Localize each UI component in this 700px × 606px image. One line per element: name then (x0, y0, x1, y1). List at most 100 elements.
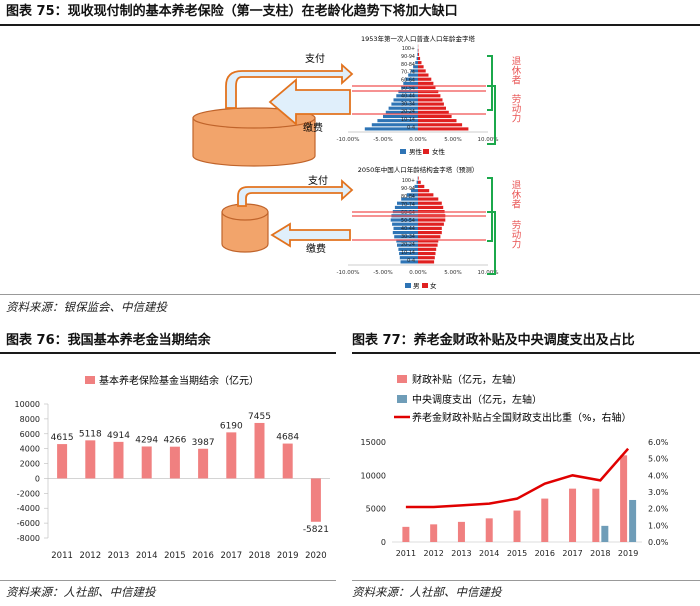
pyramid-female-bar (418, 222, 444, 226)
fig77-bar-subsidy (620, 455, 628, 542)
fig76-x-tick: 2018 (249, 551, 271, 561)
fig76-x-tick: 2014 (136, 551, 158, 561)
fig75-bottom-rule (0, 294, 700, 295)
pyramid-male-bar (405, 77, 418, 81)
pyramid-male-bar (403, 81, 418, 85)
fig76-title: 图表 76：我国基本养老金当期结余 (6, 333, 211, 348)
pyramid-age-label: 20-24 (401, 242, 415, 248)
fig77-bar-subsidy (485, 518, 493, 542)
contrib-label-bottom: 缴费 (306, 242, 326, 255)
pyramid-age-label: 100+ (402, 178, 415, 184)
pyramid-male-bar (411, 189, 418, 193)
fig77-y-left-tick: 5000 (366, 505, 386, 514)
legend-female-swatch (422, 283, 428, 288)
pyramid-x-tick: -10.00% (337, 270, 360, 276)
fig77-y-left-tick: 10000 (361, 471, 386, 480)
fig76-bar (226, 432, 237, 479)
pyramid-female-bar (418, 256, 435, 260)
pyramid-age-label: 80-84 (401, 194, 415, 200)
pyramid-male-bar (414, 184, 418, 189)
pyramid-age-label: 40-44 (401, 226, 415, 232)
fig77-bar-subsidy (541, 498, 549, 542)
fig76-bar (282, 443, 293, 479)
pyramid-male-bar (413, 65, 418, 69)
pyramid-male-bar (398, 247, 418, 251)
pyramid-x-tick: -10.00% (337, 137, 360, 143)
fig76-bottom-rule (0, 580, 336, 581)
pyramid-male-bar (401, 85, 418, 90)
pyramid-x-tick: -5.00% (373, 137, 392, 143)
fig77-x-tick: 2016 (535, 549, 555, 558)
fig77-x-tick: 2019 (618, 549, 638, 558)
fig77-x-tick: 2012 (423, 549, 443, 558)
pyramid-male-bar (406, 193, 418, 197)
pyramid-male-bar (399, 251, 418, 256)
pyramid-female-bar (418, 90, 439, 94)
fig76-y-tick: 0 (35, 474, 40, 483)
pyramid-age-label: 50-54 (401, 85, 415, 91)
pyramid-age-label: 30-34 (401, 101, 415, 107)
pyramid-age-label: 20-24 (401, 109, 415, 115)
pyramid-age-label: 90-94 (401, 186, 415, 192)
pyramid1-title: 1953年第一次人口普查人口年龄金字塔 (361, 34, 476, 43)
fig76-bar (141, 446, 152, 479)
fig77-x-tick: 2015 (507, 549, 527, 558)
fig76-legend: 基本养老保险基金当期结余（亿元） (99, 374, 259, 387)
pyramid-female-bar (418, 106, 446, 110)
fig76-data-label: 4615 (51, 433, 74, 443)
pyramid-female-bar (418, 114, 452, 119)
pyramid-female-bar (418, 235, 441, 239)
pyramid-female-bar (418, 61, 422, 65)
pyramid-age-label: 90-94 (401, 54, 415, 60)
fig77-bar-subsidy (513, 510, 521, 542)
labor-label-top: 劳动力 (510, 93, 522, 123)
fig76-source: 资料来源：人社部、中信建投 (6, 585, 156, 599)
fig76-y-tick: 4000 (20, 445, 40, 454)
pyramid-female-bar (418, 110, 449, 114)
pyramid-male-bar (397, 201, 418, 205)
fig76-y-tick: 2000 (20, 460, 40, 469)
fig77-bar-central (601, 525, 609, 542)
contrib-label-top: 缴费 (303, 121, 323, 134)
fig76-bar (169, 446, 180, 479)
fig76-data-label: 6190 (220, 421, 243, 431)
fig76-bar (310, 478, 321, 522)
fig77-y-right-tick: 1.0% (648, 521, 669, 530)
fig76-y-tick: -6000 (17, 519, 40, 528)
pyramid-male-bar (390, 218, 418, 222)
fig76-x-tick: 2011 (51, 551, 73, 561)
fig76-data-label: 4914 (107, 431, 130, 441)
pyramid-male-bar (392, 222, 418, 226)
pyramid-female-bar (418, 85, 436, 90)
fig76-bar (198, 448, 209, 479)
pyramid-male-bar (415, 61, 418, 65)
pyramid-age-label: 10-14 (401, 250, 415, 256)
pyramid-male-bar (416, 56, 418, 61)
fig77-y-right-tick: 0.0% (648, 538, 669, 547)
fig76-rule (0, 352, 336, 354)
legend-male-swatch (400, 149, 406, 154)
fig76-y-tick: 6000 (20, 430, 40, 439)
pyramid-female-bar (418, 189, 430, 193)
pyramid-male-bar (396, 94, 418, 98)
fig76-data-label: -5821 (303, 525, 329, 535)
fig77-legend-1: 中央调度支出（亿元，左轴） (412, 393, 542, 406)
fig76-y-tick: -4000 (17, 504, 40, 513)
fig77-title: 图表 77：养老金财政补贴及中央调度支出及占比 (352, 333, 635, 348)
fig77-y-right-tick: 4.0% (648, 471, 669, 480)
fig75-source: 资料来源：银保监会、中信建投 (6, 300, 167, 314)
fig76-bar (57, 444, 68, 479)
pyramid-x-tick: 10.00% (478, 137, 499, 143)
pay-label-bottom: 支付 (308, 174, 328, 187)
pyramid-female-bar (418, 230, 442, 235)
fig76-y-tick: 8000 (20, 415, 40, 424)
fig76-data-label: 4684 (276, 433, 299, 443)
pyramid-female-bar (418, 52, 420, 56)
pyramid-male-bar (377, 119, 418, 123)
retiree-label-bottom: 退休者 (510, 180, 522, 209)
pyramid-male-bar (391, 102, 418, 106)
pyramid2-title: 2050年中国人口年龄结构金字塔（预测） (358, 165, 479, 174)
fig77-legend-swatch-1 (397, 395, 407, 403)
pyramid-female-bar (418, 123, 463, 127)
